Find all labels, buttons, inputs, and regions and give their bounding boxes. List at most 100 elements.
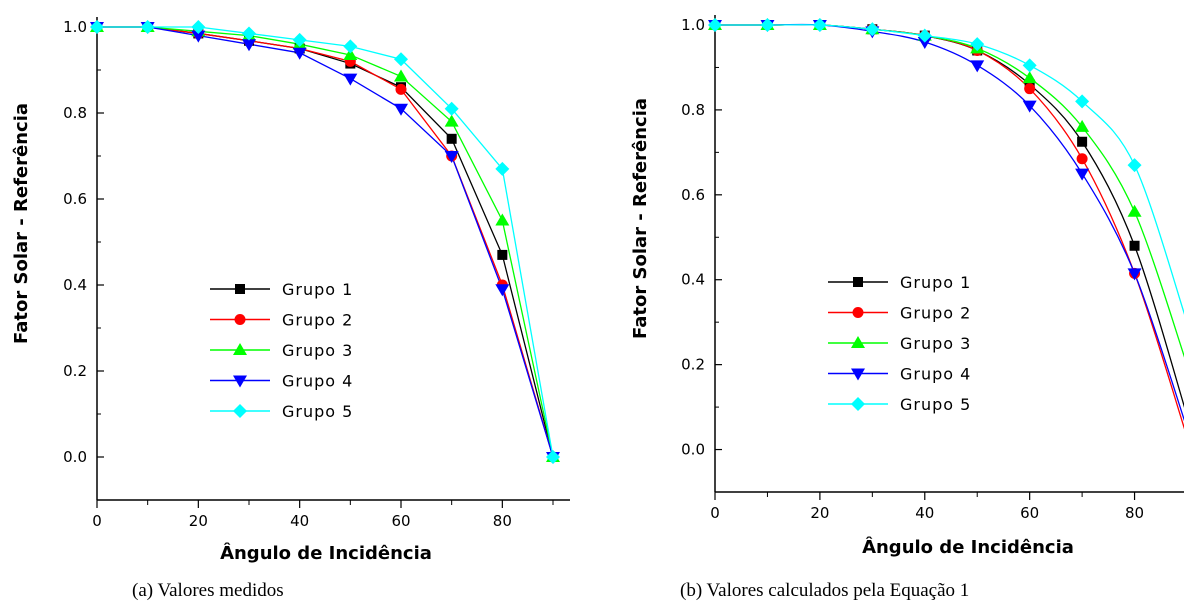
- c0-data-point-series-5: [343, 39, 358, 54]
- c0-y-tick-label: 0.6: [63, 190, 87, 208]
- c1-y-tick-label: 0.8: [681, 101, 705, 119]
- c0-y-axis-title: Fator Solar - Referência: [11, 103, 32, 344]
- c0-data-point-series-3: [444, 114, 459, 127]
- c0-data-point-series-4: [292, 47, 307, 60]
- c1-data-point-series-5: [708, 18, 722, 32]
- c1-data-point-series-4: [1075, 168, 1090, 181]
- c1-data-point-series-3: [1075, 119, 1090, 132]
- c0-legend-marker-3: [233, 343, 247, 355]
- c1-data-point-series-5: [865, 22, 880, 37]
- c0-x-axis-title: Ângulo de Incidência: [220, 542, 432, 564]
- c0-x-tick-label: 0: [92, 512, 102, 530]
- c0-y-tick-label: 0.2: [63, 362, 87, 380]
- c0-data-point-series-4: [444, 151, 459, 163]
- c0-data-point-series-4: [242, 39, 256, 52]
- c0-legend-label-2: Grupo 2: [282, 311, 353, 330]
- c1-data-point-series-5: [970, 37, 985, 52]
- c0-data-point-series-4: [394, 103, 408, 116]
- c0-data-point-series-5: [191, 20, 206, 34]
- c0-x-tick-label: 80: [493, 512, 512, 530]
- c1-legend-label-2: Grupo 2: [900, 304, 971, 323]
- c1-legend-label-5: Grupo 5: [900, 395, 971, 414]
- c1-data-point-series-5: [1022, 58, 1037, 73]
- c1-legend-marker-4: [851, 368, 865, 381]
- c1-y-tick-label: 0.6: [681, 186, 705, 204]
- c1-x-tick-label: 40: [915, 504, 934, 522]
- c1-legend-marker-3: [851, 336, 865, 348]
- c0-legend-label-1: Grupo 1: [282, 280, 353, 299]
- c0-legend-label-3: Grupo 3: [282, 341, 353, 360]
- c1-x-tick-label: 80: [1125, 504, 1144, 522]
- c1-y-tick-label: 0.2: [681, 356, 705, 374]
- c1-series-line-1: [715, 24, 1184, 408]
- c1-data-point-series-4: [1022, 100, 1037, 113]
- chart-a: 0.0 0.2 0.4 0.6 0.8 1.0 0 20 40 60 80 Ângulo de Inc…: [11, 17, 570, 564]
- c0-data-point-series-4: [343, 73, 358, 86]
- caption-a: (a) Valores medidos: [132, 580, 284, 601]
- caption-b: (b) Valores calculados pela Equação 1: [680, 580, 970, 601]
- c0-data-point-series-5: [444, 101, 459, 116]
- c1-data-point-series-4: [917, 36, 932, 49]
- chart-panel-a: 0.0 0.2 0.4 0.6 0.8 1.0 0 20 40 60 80 Ângulo de Inc…: [11, 17, 570, 601]
- c0-x-tick-label: 40: [290, 512, 309, 530]
- c0-series-line-2: [97, 26, 554, 458]
- c1-data-point-series-5: [760, 18, 775, 32]
- c0-legend-marker-1: [235, 284, 245, 294]
- c0-legend-label-5: Grupo 5: [282, 402, 353, 421]
- c0-data-point-series-5: [292, 32, 307, 47]
- c0-plot-area: [97, 26, 554, 458]
- c1-x-tick-label: 0: [710, 504, 720, 522]
- c0-legend-marker-5: [233, 404, 247, 418]
- c1-legend-marker-2: [852, 307, 864, 318]
- c0-data-point-series-3: [495, 213, 510, 226]
- c1-x-tick-label: 60: [1020, 504, 1039, 522]
- c1-y-axis-title: Fator Solar - Referência: [630, 98, 651, 339]
- c1-data-point-series-1: [1129, 240, 1140, 251]
- chart-panel-b: 0.0 0.2 0.4 0.6 0.8 1.0 0 20 40 60 80 Ângulo de Inc…: [592, 0, 1184, 604]
- c1-legend-label-3: Grupo 3: [900, 334, 971, 353]
- c1-data-point-series-2: [1076, 153, 1088, 165]
- c0-x-tick-label: 20: [189, 512, 208, 530]
- c0-series-line-3: [97, 26, 554, 458]
- c0-data-point-series-5: [546, 450, 560, 464]
- c0-series-line-5: [97, 26, 554, 458]
- c0-data-point-series-4: [495, 284, 510, 297]
- c0-y-tick-label: 0.8: [63, 104, 87, 122]
- c0-data-point-series-5: [90, 20, 104, 34]
- c0-data-point-series-1: [446, 133, 457, 144]
- c1-legend-label-1: Grupo 1: [900, 273, 971, 292]
- chart-b: 0.0 0.2 0.4 0.6 0.8 1.0 0 20 40 60 80 Ângulo de Inc…: [630, 15, 1184, 558]
- c1-data-point-series-5: [1127, 158, 1142, 173]
- c1-data-point-series-4: [1127, 268, 1142, 281]
- c0-data-point-series-5: [394, 52, 408, 67]
- c1-legend-marker-1: [853, 277, 863, 287]
- c1-y-tick-label: 1.0: [681, 16, 705, 34]
- c0-data-point-series-4: [191, 30, 206, 43]
- c1-x-tick-label: 20: [810, 504, 829, 522]
- c0-legend-marker-2: [234, 314, 246, 325]
- c0-y-tick-label: 0.4: [63, 276, 87, 294]
- c0-data-point-series-1: [497, 249, 508, 260]
- c1-data-point-series-3: [1127, 204, 1142, 217]
- c0-legend-label-4: Grupo 4: [282, 372, 353, 391]
- c0-y-tick-label: 1.0: [63, 18, 87, 36]
- c0-data-point-series-3: [343, 47, 358, 60]
- c1-data-point-series-5: [1075, 94, 1090, 109]
- c0-data-point-series-3: [394, 69, 408, 82]
- c0-data-point-series-5: [495, 161, 510, 176]
- c1-legend-label-4: Grupo 4: [900, 365, 971, 384]
- c0-data-point-series-2: [395, 83, 407, 95]
- c0-series-line-4: [97, 26, 554, 458]
- c0-legend-marker-4: [233, 375, 247, 388]
- c0-data-point-series-5: [140, 20, 155, 34]
- c1-y-tick-label: 0.0: [681, 441, 705, 459]
- c1-legend-marker-5: [851, 397, 865, 411]
- c0-y-tick-label: 0.0: [63, 448, 87, 466]
- c1-data-point-series-5: [812, 18, 827, 32]
- c1-data-point-series-2: [1024, 83, 1036, 95]
- c1-data-point-series-1: [1077, 136, 1088, 147]
- c0-data-point-series-5: [242, 26, 256, 41]
- c1-y-tick-label: 0.4: [681, 271, 705, 289]
- c1-data-point-series-5: [917, 28, 932, 43]
- c0-x-tick-label: 60: [391, 512, 410, 530]
